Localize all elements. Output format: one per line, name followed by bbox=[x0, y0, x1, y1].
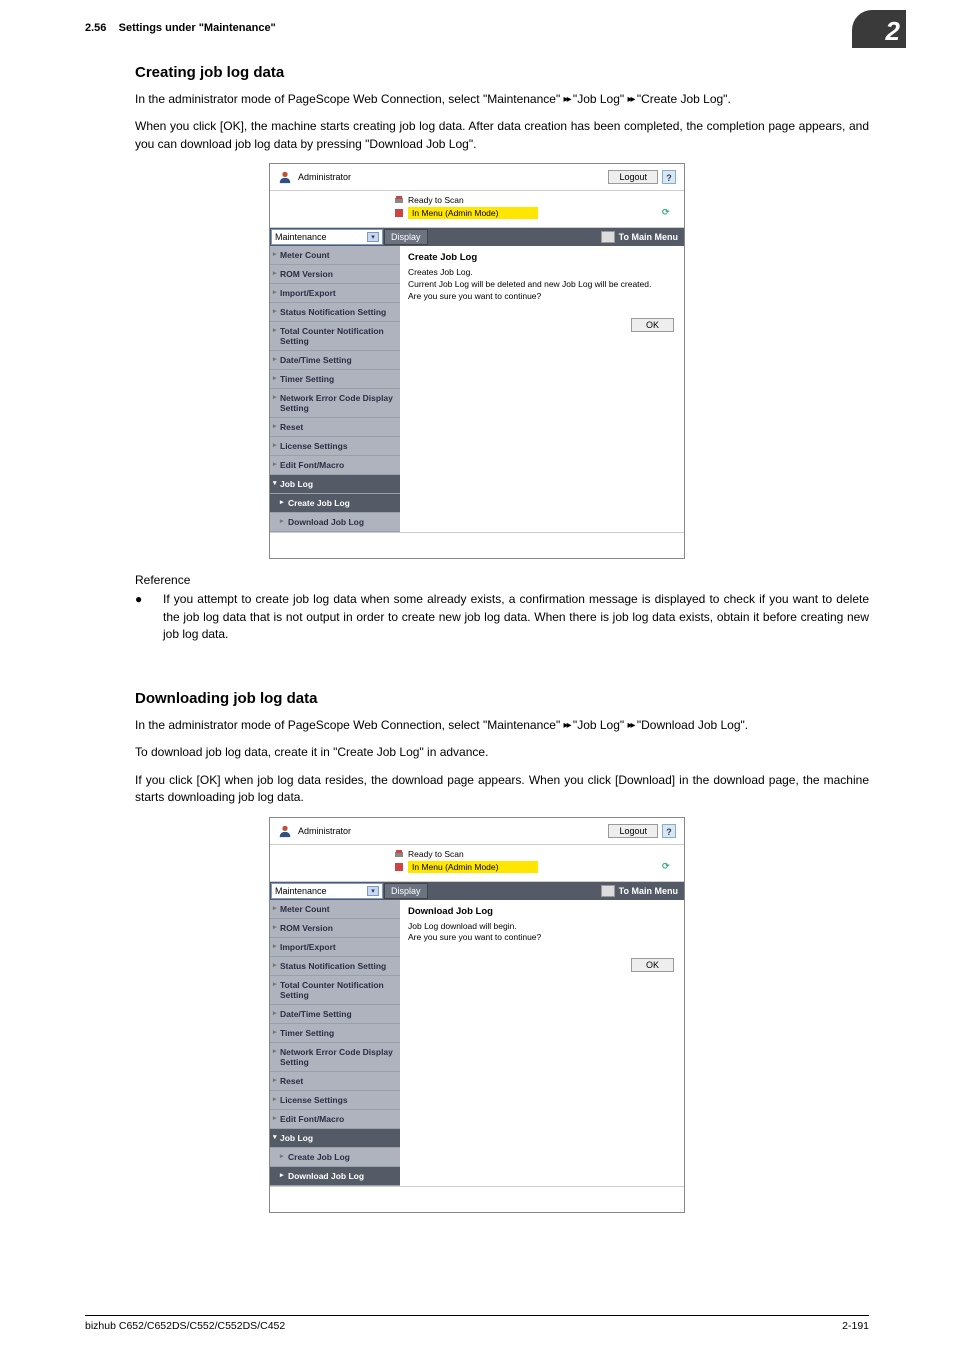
sidebar-item-create-joblog[interactable]: ▸Create Job Log bbox=[270, 1148, 400, 1167]
section-num: 2.56 bbox=[85, 22, 106, 34]
sidebar-item-status[interactable]: ▸Status Notification Setting bbox=[270, 303, 400, 322]
sidebar-item-total[interactable]: ▸Total Counter Notification Setting bbox=[270, 976, 400, 1005]
admin-icon bbox=[278, 824, 292, 838]
sidebar-item-impexp[interactable]: ▸Import/Export bbox=[270, 938, 400, 957]
ss2-title: Download Job Log bbox=[408, 906, 676, 917]
ok-button[interactable]: OK bbox=[631, 318, 674, 332]
display-button[interactable]: Display bbox=[384, 883, 428, 899]
sec1-p2: When you click [OK], the machine starts … bbox=[135, 118, 869, 153]
sidebar-item-reset[interactable]: ▸Reset bbox=[270, 418, 400, 437]
header-section: 2.56 Settings under "Maintenance" bbox=[85, 22, 276, 34]
sidebar: ▸Meter Count ▸ROM Version ▸Import/Export… bbox=[270, 900, 400, 1186]
status-mode: In Menu (Admin Mode) bbox=[408, 207, 538, 219]
sidebar-item-download-joblog[interactable]: ▸Download Job Log bbox=[270, 513, 400, 532]
refresh-icon[interactable]: ⟳ bbox=[662, 207, 676, 221]
to-main-menu[interactable]: To Main Menu bbox=[601, 228, 684, 246]
sec2-p2: To download job log data, create it in "… bbox=[135, 744, 869, 761]
help-button[interactable]: ? bbox=[662, 824, 676, 838]
mode-icon bbox=[394, 862, 404, 872]
chevron-down-icon: ▾ bbox=[367, 232, 379, 242]
section-title: Settings under "Maintenance" bbox=[119, 22, 276, 34]
reference-label: Reference bbox=[135, 573, 869, 587]
admin-label: Administrator bbox=[298, 826, 351, 836]
chapter-badge: 2 bbox=[852, 10, 906, 48]
display-button[interactable]: Display bbox=[384, 229, 428, 245]
category-select[interactable]: Maintenance ▾ bbox=[271, 883, 383, 899]
sidebar-item-neterr[interactable]: ▸Network Error Code Display Setting bbox=[270, 389, 400, 418]
to-main-menu[interactable]: To Main Menu bbox=[601, 882, 684, 900]
sidebar: ▸Meter Count ▸ROM Version ▸Import/Export… bbox=[270, 246, 400, 532]
status-ready: Ready to Scan bbox=[408, 195, 464, 205]
screenshot-download: Administrator Logout ? Ready to Scan In … bbox=[269, 817, 685, 1213]
sec1-title: Creating job log data bbox=[135, 64, 869, 81]
sec2-title: Downloading job log data bbox=[135, 690, 869, 707]
printer-icon bbox=[394, 849, 404, 859]
sidebar-item-datetime[interactable]: ▸Date/Time Setting bbox=[270, 351, 400, 370]
sidebar-item-editfont[interactable]: ▸Edit Font/Macro bbox=[270, 456, 400, 475]
sidebar-item-create-joblog[interactable]: ▸Create Job Log bbox=[270, 494, 400, 513]
sidebar-item-neterr[interactable]: ▸Network Error Code Display Setting bbox=[270, 1043, 400, 1072]
sidebar-item-download-joblog[interactable]: ▸Download Job Log bbox=[270, 1167, 400, 1186]
category-select[interactable]: Maintenance ▾ bbox=[271, 229, 383, 245]
sidebar-item-timer[interactable]: ▸Timer Setting bbox=[270, 370, 400, 389]
page-footer: bizhub C652/C652DS/C552/C552DS/C452 2-19… bbox=[85, 1315, 869, 1332]
sidebar-item-license[interactable]: ▸License Settings bbox=[270, 437, 400, 456]
menu-icon bbox=[601, 885, 615, 897]
ss2-text: Job Log download will begin. Are you sur… bbox=[408, 921, 676, 945]
admin-icon bbox=[278, 170, 292, 184]
logout-button[interactable]: Logout bbox=[608, 170, 658, 184]
footer-right: 2-191 bbox=[842, 1320, 869, 1332]
footer-left: bizhub C652/C652DS/C552/C552DS/C452 bbox=[85, 1320, 285, 1332]
admin-label: Administrator bbox=[298, 172, 351, 182]
reference-bullet: ● If you attempt to create job log data … bbox=[135, 591, 869, 643]
sec2-p3: If you click [OK] when job log data resi… bbox=[135, 772, 869, 807]
sidebar-item-joblog[interactable]: ▾Job Log bbox=[270, 1129, 400, 1148]
sidebar-item-timer[interactable]: ▸Timer Setting bbox=[270, 1024, 400, 1043]
sidebar-item-rom[interactable]: ▸ROM Version bbox=[270, 265, 400, 284]
sidebar-item-total[interactable]: ▸Total Counter Notification Setting bbox=[270, 322, 400, 351]
sec2-p1: In the administrator mode of PageScope W… bbox=[135, 717, 869, 734]
sidebar-item-rom[interactable]: ▸ROM Version bbox=[270, 919, 400, 938]
status-ready: Ready to Scan bbox=[408, 849, 464, 859]
sidebar-item-joblog[interactable]: ▾Job Log bbox=[270, 475, 400, 494]
mode-icon bbox=[394, 208, 404, 218]
sidebar-item-datetime[interactable]: ▸Date/Time Setting bbox=[270, 1005, 400, 1024]
printer-icon bbox=[394, 195, 404, 205]
sidebar-item-reset[interactable]: ▸Reset bbox=[270, 1072, 400, 1091]
screenshot-create: Administrator Logout ? Ready to Scan In … bbox=[269, 163, 685, 559]
sidebar-item-editfont[interactable]: ▸Edit Font/Macro bbox=[270, 1110, 400, 1129]
help-button[interactable]: ? bbox=[662, 170, 676, 184]
sidebar-item-license[interactable]: ▸License Settings bbox=[270, 1091, 400, 1110]
refresh-icon[interactable]: ⟳ bbox=[662, 861, 676, 875]
sidebar-item-status[interactable]: ▸Status Notification Setting bbox=[270, 957, 400, 976]
status-mode: In Menu (Admin Mode) bbox=[408, 861, 538, 873]
logout-button[interactable]: Logout bbox=[608, 824, 658, 838]
sidebar-item-impexp[interactable]: ▸Import/Export bbox=[270, 284, 400, 303]
ss1-text: Creates Job Log. Current Job Log will be… bbox=[408, 267, 676, 303]
menu-icon bbox=[601, 231, 615, 243]
ok-button[interactable]: OK bbox=[631, 958, 674, 972]
sidebar-item-meter[interactable]: ▸Meter Count bbox=[270, 246, 400, 265]
sidebar-item-meter[interactable]: ▸Meter Count bbox=[270, 900, 400, 919]
ss1-title: Create Job Log bbox=[408, 252, 676, 263]
sec1-p1: In the administrator mode of PageScope W… bbox=[135, 91, 869, 108]
chevron-down-icon: ▾ bbox=[367, 886, 379, 896]
